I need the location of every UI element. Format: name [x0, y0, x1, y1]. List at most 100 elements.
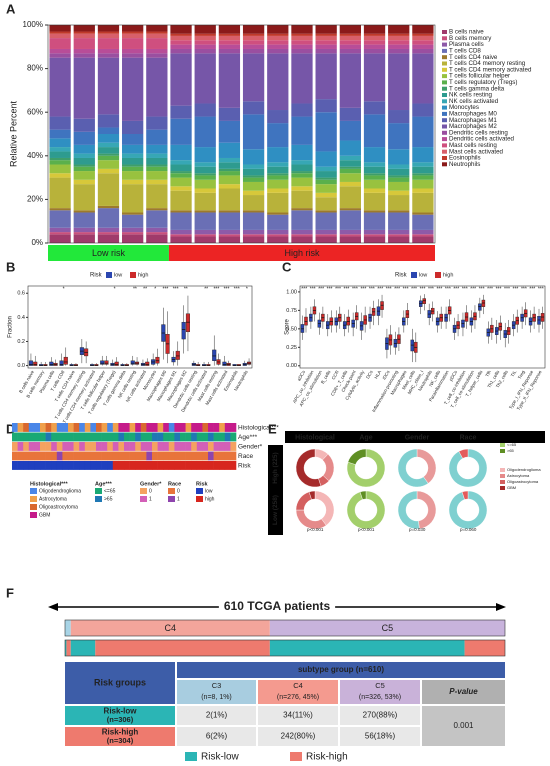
bar-segment — [49, 116, 71, 130]
bar-segment — [363, 48, 386, 54]
bar-segment — [363, 229, 386, 235]
heat-cell — [219, 451, 226, 461]
heat-cell — [219, 461, 226, 470]
x-tick-label: aDCs — [296, 369, 306, 382]
heat-cell — [230, 451, 237, 461]
bar-segment — [49, 164, 71, 174]
bar-segment — [218, 33, 241, 36]
bar-segment — [218, 171, 241, 176]
heat-cell — [79, 442, 86, 451]
legend-label: low — [114, 272, 122, 278]
table-text: 56(18%) — [365, 732, 396, 741]
heat-cell — [40, 442, 46, 451]
significance: *** — [470, 286, 476, 292]
bar-segment — [49, 234, 71, 243]
bar-segment — [194, 210, 216, 213]
bar-segment — [388, 33, 410, 36]
bar-segment — [242, 35, 265, 41]
heat-cell — [101, 423, 108, 432]
heat-cell — [152, 451, 158, 461]
bar-segment — [122, 53, 144, 58]
heat-cell — [208, 461, 214, 470]
significance: *** — [420, 286, 426, 292]
heat-cell — [140, 461, 147, 470]
heat-cell — [107, 432, 114, 442]
x-tick-label: CCR — [331, 369, 341, 381]
heat-cell — [112, 451, 119, 461]
box — [130, 360, 135, 365]
donut-slice — [458, 448, 469, 459]
bar-segment — [242, 229, 265, 235]
heat-cell — [45, 461, 52, 470]
heat-cell — [208, 451, 214, 461]
table-text: C3 — [212, 681, 222, 690]
bar-segment — [339, 166, 361, 169]
bar-segment — [218, 184, 241, 189]
bar-segment — [146, 53, 168, 58]
table-text: C5 — [375, 681, 385, 690]
bar-segment — [291, 25, 313, 34]
legend-label: Mast cells activated — [449, 148, 504, 155]
bar-segment — [218, 212, 241, 230]
legend-swatch — [185, 752, 197, 761]
legend-title: Risk — [395, 273, 408, 279]
legend-swatch — [442, 162, 447, 167]
bar-segment — [97, 208, 120, 228]
significance: *** — [224, 286, 230, 292]
legend-swatch — [500, 486, 505, 490]
legend-label: <=65 — [507, 442, 517, 447]
bar-segment — [242, 25, 265, 34]
bar-segment — [242, 212, 265, 230]
heat-cell — [168, 461, 175, 470]
bar-segment — [146, 184, 168, 209]
bar-segment — [194, 53, 216, 104]
bar-segment — [339, 44, 361, 49]
bar-segment — [97, 142, 120, 148]
bar-segment — [73, 33, 95, 39]
y-tick-label: 60% — [27, 107, 43, 116]
box — [59, 360, 64, 366]
bar-segment — [73, 212, 95, 228]
heat-cell — [180, 451, 186, 461]
heat-cell — [129, 442, 136, 451]
bar-segment — [122, 134, 144, 145]
heat-cell — [208, 442, 214, 451]
bar-segment — [291, 160, 313, 165]
bar-segment — [97, 227, 120, 233]
heat-cell — [84, 423, 91, 432]
legend-swatch — [196, 488, 203, 494]
bar-segment — [122, 57, 144, 121]
bar-segment — [267, 48, 289, 54]
bar-segment — [146, 164, 168, 167]
bar-segment — [218, 162, 241, 169]
bar-segment — [218, 25, 241, 34]
heat-cell — [185, 442, 192, 451]
bar-segment — [73, 184, 95, 211]
bar-segment — [388, 190, 410, 196]
bar-segment — [242, 175, 265, 178]
y-tick-label: 0% — [31, 238, 43, 247]
bar-segment — [363, 236, 386, 243]
heat-cell — [51, 451, 58, 461]
legend-label: low — [205, 488, 213, 494]
bar-segment — [97, 57, 120, 115]
heat-cell — [213, 442, 220, 451]
significance: *** — [386, 286, 392, 292]
bar-segment — [73, 232, 95, 235]
risk-group-bar — [168, 245, 435, 261]
box — [175, 350, 180, 360]
y-tick-label: 20% — [27, 195, 43, 204]
heat-cell — [230, 442, 237, 451]
bar-segment — [49, 227, 71, 233]
bar-segment — [388, 236, 410, 243]
bar-segment — [73, 57, 95, 119]
heat-cell — [202, 442, 209, 451]
bar-segment — [49, 147, 71, 152]
bar-segment — [291, 171, 313, 174]
bar-segment — [339, 33, 361, 36]
bar-segment — [291, 116, 313, 145]
heat-cell — [23, 442, 30, 451]
bar-segment — [49, 173, 71, 178]
p-value: p<0.001 — [358, 527, 375, 532]
bar-segment — [170, 40, 192, 45]
